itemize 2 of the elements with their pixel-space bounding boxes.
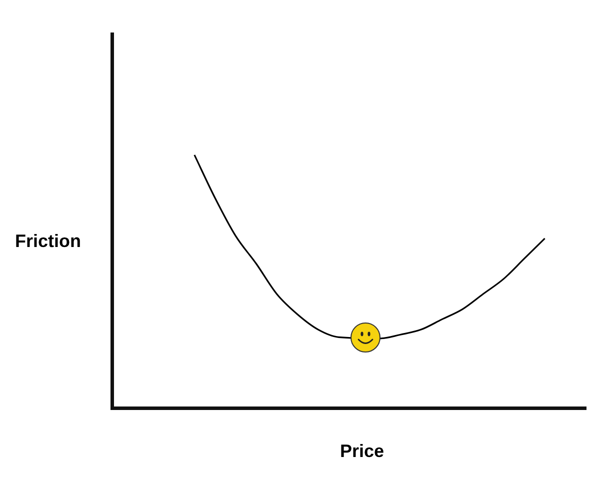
y-axis-title: Friction	[15, 231, 81, 252]
x-axis-title: Price	[340, 441, 384, 462]
